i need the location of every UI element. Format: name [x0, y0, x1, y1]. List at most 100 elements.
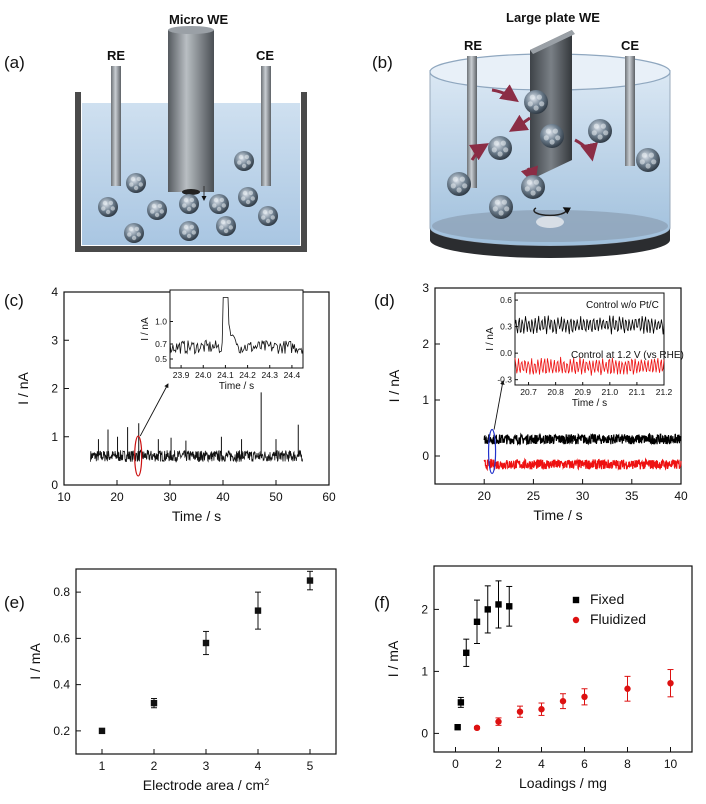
- inset-x-tick-label: 24.3: [261, 370, 278, 380]
- inset-x-tick-label: 23.9: [173, 370, 190, 380]
- panel-d-label: (d): [374, 291, 395, 310]
- zoom-arrow: [139, 383, 169, 437]
- particle-facet: [543, 135, 549, 141]
- particle-facet: [102, 200, 108, 206]
- inset-y-tick-label: 0.7: [155, 339, 167, 349]
- inset-frame: [169, 289, 304, 369]
- y-tick-label: 1: [422, 393, 429, 407]
- x-tick-label: 60: [322, 490, 336, 504]
- y-tick-label: 0.4: [53, 678, 70, 692]
- y-axis-label: I / mA: [27, 643, 43, 680]
- inset-x-tick-label: 24.1: [217, 370, 234, 380]
- data-point: [572, 616, 580, 624]
- data-point: [572, 596, 580, 604]
- x-tick-label: 8: [624, 757, 631, 771]
- data-point: [473, 724, 481, 732]
- data-point: [484, 606, 491, 613]
- panel-a: (a) Micro WE RE CE: [4, 12, 307, 252]
- particle-facet: [492, 206, 498, 212]
- particle-facet: [189, 197, 195, 203]
- nanoparticle: [588, 119, 612, 143]
- inset-series-trace-0: [514, 315, 665, 335]
- nanoparticle: [488, 136, 512, 160]
- particle-facet: [110, 206, 116, 211]
- beaker-wall: [75, 92, 307, 252]
- inset-y-axis-label: I / nA: [140, 317, 151, 341]
- x-axis-label: Time / s: [533, 507, 582, 523]
- micro-we-tip: [182, 189, 200, 195]
- data-point: [495, 718, 502, 725]
- particle-facet: [248, 190, 254, 196]
- particle-facet: [529, 94, 536, 100]
- counter-electrode-b: [625, 56, 635, 166]
- particle-facet: [186, 233, 192, 239]
- inset-y-tick-label: -0.3: [497, 375, 512, 385]
- micro-working-electrode: [168, 30, 214, 192]
- inset-c: 23.9 24.0 24.1 24.2 24.3 24.4 0.5 0.7 1.0 Time / …: [140, 289, 304, 392]
- x-tick-label: 2: [151, 759, 158, 773]
- panel-a-ce-label: CE: [256, 48, 274, 63]
- particle-facet: [138, 182, 143, 187]
- nanoparticle: [147, 200, 167, 220]
- particle-facet: [591, 130, 597, 136]
- stir-arrow: [533, 207, 572, 217]
- x-tick-label: 25: [527, 489, 541, 503]
- particle-facet: [151, 203, 157, 209]
- current-trace: [90, 449, 303, 464]
- particle-body: [98, 197, 118, 217]
- series-label-0: Control w/o Pt/C: [586, 300, 659, 311]
- series-trace-0: [483, 432, 682, 446]
- flow-arrow: [574, 138, 598, 162]
- nanoparticle: [447, 172, 471, 196]
- particle-body: [540, 124, 564, 148]
- x-tick-label: 10: [664, 757, 678, 771]
- series-trace-1: [483, 457, 682, 472]
- x-axis-label: Loadings / mg: [519, 775, 607, 791]
- particle-facet: [593, 123, 600, 129]
- inset-y-tick-label: 1.0: [155, 317, 167, 327]
- particle-facet: [220, 219, 226, 225]
- chart-e: 1 2 3 4 5 0.2 0.4 0.6 0.8 Electrode area / cm2 I /…: [27, 568, 337, 793]
- particle-facet: [504, 206, 510, 212]
- particle-facet: [228, 225, 233, 230]
- x-tick-label: 50: [269, 490, 283, 504]
- inset-y-tick-label: 0.6: [500, 295, 512, 305]
- particle-facet: [213, 197, 219, 203]
- y-tick-label: 0: [51, 478, 58, 492]
- panel-b: (b) Large plate WE RE CE: [372, 10, 671, 258]
- particle-facet: [223, 228, 229, 234]
- x-tick-label: 2: [495, 757, 502, 771]
- counter-electrode: [261, 66, 271, 186]
- reference-electrode: [111, 66, 121, 186]
- particle-facet: [182, 203, 187, 208]
- data-point: [495, 601, 502, 608]
- particle-body: [147, 200, 167, 220]
- x-tick-label: 35: [625, 489, 639, 503]
- particle-facet: [154, 212, 160, 218]
- data-point: [454, 724, 461, 731]
- inset-x-tick-label: 21.1: [629, 387, 646, 397]
- zoom-arrow: [493, 380, 505, 430]
- data-point: [463, 649, 470, 656]
- particle-facet: [536, 94, 543, 100]
- data-point: [473, 618, 481, 625]
- particle-facet: [150, 209, 155, 214]
- y-tick-label: 0: [422, 449, 429, 463]
- particle-facet: [552, 128, 559, 134]
- particle-facet: [530, 190, 536, 196]
- data-point: [516, 708, 524, 715]
- particle-facet: [212, 203, 217, 208]
- panel-f-label: (f): [374, 593, 390, 612]
- vessel-base: [430, 228, 670, 258]
- particle-facet: [221, 203, 226, 208]
- flow-arrow: [469, 143, 490, 161]
- panel-c-label: (c): [4, 291, 24, 310]
- plot-frame: [434, 287, 682, 485]
- panel-b-title: Large plate WE: [506, 10, 600, 25]
- data-point: [150, 699, 158, 707]
- data-point: [506, 603, 513, 610]
- particle-facet: [493, 140, 499, 146]
- particle-body: [179, 221, 199, 241]
- particle-facet: [536, 186, 542, 192]
